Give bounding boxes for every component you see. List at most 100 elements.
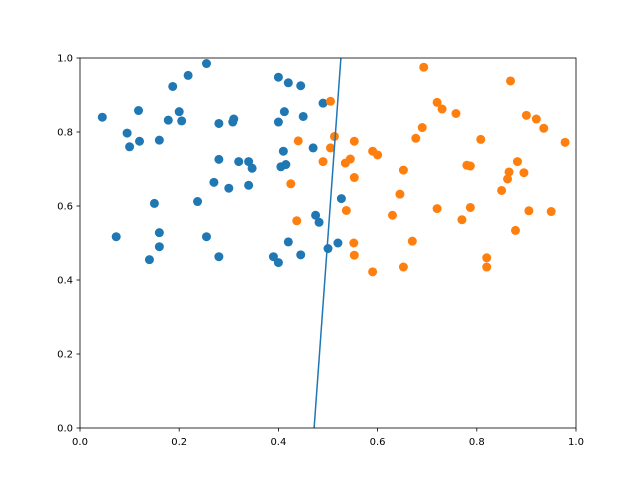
- point: [512, 157, 522, 167]
- point: [135, 136, 145, 146]
- point: [521, 110, 531, 120]
- point: [539, 123, 549, 133]
- point: [111, 232, 121, 242]
- y-tick-label: 0.6: [57, 202, 73, 213]
- point: [244, 180, 254, 190]
- point: [432, 97, 442, 107]
- point: [531, 114, 541, 124]
- point: [229, 114, 239, 124]
- y-tick-label: 0.4: [57, 276, 73, 287]
- point: [214, 118, 224, 128]
- point: [154, 228, 164, 238]
- point: [174, 107, 184, 117]
- x-tick-label: 0.4: [270, 437, 286, 448]
- point: [308, 143, 318, 153]
- point: [323, 244, 333, 254]
- y-tick-label: 0.8: [57, 128, 73, 139]
- point: [293, 136, 303, 146]
- point: [524, 206, 534, 216]
- point: [318, 157, 328, 167]
- x-tick-label: 0.8: [469, 437, 485, 448]
- point: [325, 143, 335, 153]
- point: [122, 128, 132, 138]
- x-tick-label: 0.0: [72, 437, 88, 448]
- point: [329, 131, 339, 141]
- point: [368, 267, 378, 277]
- point: [465, 161, 475, 171]
- point: [419, 62, 429, 72]
- point: [292, 216, 302, 226]
- point: [349, 250, 359, 260]
- point: [506, 76, 516, 86]
- point: [177, 116, 187, 126]
- point: [411, 133, 421, 143]
- point: [209, 177, 219, 187]
- point: [283, 78, 293, 88]
- point: [437, 104, 447, 114]
- point: [476, 134, 486, 144]
- point: [154, 242, 164, 252]
- y-tick-label: 0.0: [57, 424, 73, 435]
- point: [311, 210, 321, 220]
- point: [201, 59, 211, 69]
- point: [273, 117, 283, 127]
- point: [273, 258, 283, 268]
- point: [183, 70, 193, 80]
- point: [279, 107, 289, 117]
- point: [417, 123, 427, 133]
- point: [193, 197, 203, 207]
- point: [336, 194, 346, 204]
- point: [482, 253, 492, 263]
- point: [214, 252, 224, 262]
- point: [134, 106, 144, 116]
- point: [432, 204, 442, 214]
- point: [224, 183, 234, 193]
- point: [341, 205, 351, 215]
- point: [286, 179, 296, 189]
- point: [395, 189, 405, 199]
- point: [546, 207, 556, 217]
- point: [163, 115, 173, 125]
- point: [234, 157, 244, 167]
- point: [457, 215, 467, 225]
- point: [149, 198, 159, 208]
- point: [201, 232, 211, 242]
- point: [373, 150, 383, 160]
- point: [314, 217, 324, 227]
- plot-frame: [79, 57, 577, 429]
- point: [273, 72, 283, 82]
- point: [497, 185, 507, 195]
- point: [451, 109, 461, 118]
- point: [482, 262, 492, 272]
- point: [247, 163, 257, 173]
- point: [519, 168, 529, 178]
- x-tick-label: 0.6: [370, 437, 386, 448]
- point: [333, 238, 343, 248]
- x-tick-label: 0.2: [171, 437, 187, 448]
- point: [298, 111, 308, 121]
- point: [296, 250, 306, 260]
- y-tick-label: 0.2: [57, 350, 73, 361]
- point: [144, 255, 154, 265]
- point: [296, 81, 306, 91]
- point: [503, 174, 513, 184]
- point: [318, 98, 328, 108]
- point: [398, 165, 408, 175]
- point: [325, 96, 335, 106]
- point: [278, 146, 288, 156]
- point: [349, 173, 359, 183]
- point: [340, 158, 350, 168]
- y-tick-label: 1.0: [57, 54, 73, 65]
- point: [510, 225, 520, 235]
- point: [97, 112, 107, 122]
- point: [398, 262, 408, 272]
- point: [283, 237, 293, 247]
- point: [504, 167, 514, 177]
- point: [281, 160, 291, 170]
- point: [349, 136, 359, 146]
- point: [349, 238, 359, 248]
- point: [154, 135, 164, 145]
- point: [125, 142, 135, 152]
- point: [168, 81, 178, 91]
